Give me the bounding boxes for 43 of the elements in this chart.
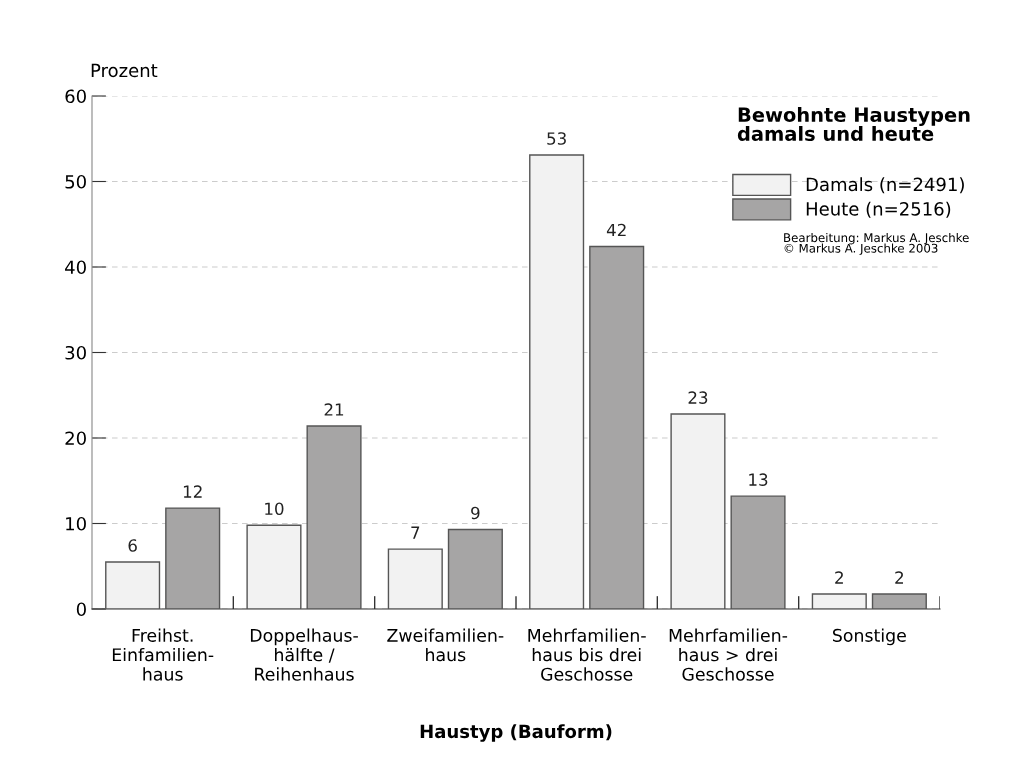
bar (589, 245, 645, 609)
x-tick-label: Mehrfamilien- haus > drei Geschosse (669, 628, 788, 681)
y-tick-label: 30 (65, 345, 86, 360)
annotation: Bearbeitung: Markus A. Jeschke © Markus A. Jeschke 2003 (784, 233, 969, 255)
data-label: 6 (128, 539, 137, 552)
x-tick-label: Zweifamilien- haus (387, 628, 504, 662)
x-tick-label: Doppelhaus- hälfte / Reihenhaus (250, 628, 358, 681)
bar (105, 561, 161, 609)
bar (165, 507, 221, 609)
bar (670, 413, 726, 609)
bar (529, 154, 585, 609)
y-tick-label: 40 (65, 260, 86, 275)
data-label: 2 (835, 571, 843, 584)
x-tick-label: Sonstige (832, 628, 906, 646)
data-label: 13 (749, 473, 768, 486)
data-label: 12 (183, 485, 202, 498)
data-label: 53 (547, 132, 566, 145)
data-label: 2 (895, 571, 903, 584)
x-tick-label: Freihst. Einfamilien- haus (112, 628, 214, 681)
y-tick-label: 50 (65, 174, 86, 189)
data-label: 21 (324, 403, 344, 416)
y-axis-title: Prozent (91, 63, 158, 78)
legend-label: Heute (n=2516) (806, 201, 951, 218)
data-label: 9 (471, 506, 480, 520)
legend-label: Damals (n=2491) (806, 177, 964, 194)
bar (306, 425, 362, 609)
data-label: 23 (688, 391, 708, 404)
y-tick-label: 10 (66, 516, 86, 531)
y-tick-label: 20 (65, 431, 86, 446)
bar (811, 593, 867, 609)
data-label: 7 (411, 526, 420, 539)
bar (871, 593, 927, 609)
bar (246, 524, 302, 609)
y-tick-label: 0 (76, 602, 86, 617)
data-label: 10 (265, 502, 284, 516)
data-label: 42 (606, 223, 626, 237)
y-tick-label: 60 (65, 89, 86, 104)
bar (447, 528, 503, 609)
x-tick-label: Mehrfamilien- haus bis drei Geschosse (528, 628, 646, 681)
bar (730, 495, 786, 609)
text: Bewohnte Haustypen damals und heute (737, 107, 970, 142)
x-axis-title: Haustyp (Bauform) (420, 724, 612, 742)
bar (387, 548, 443, 609)
